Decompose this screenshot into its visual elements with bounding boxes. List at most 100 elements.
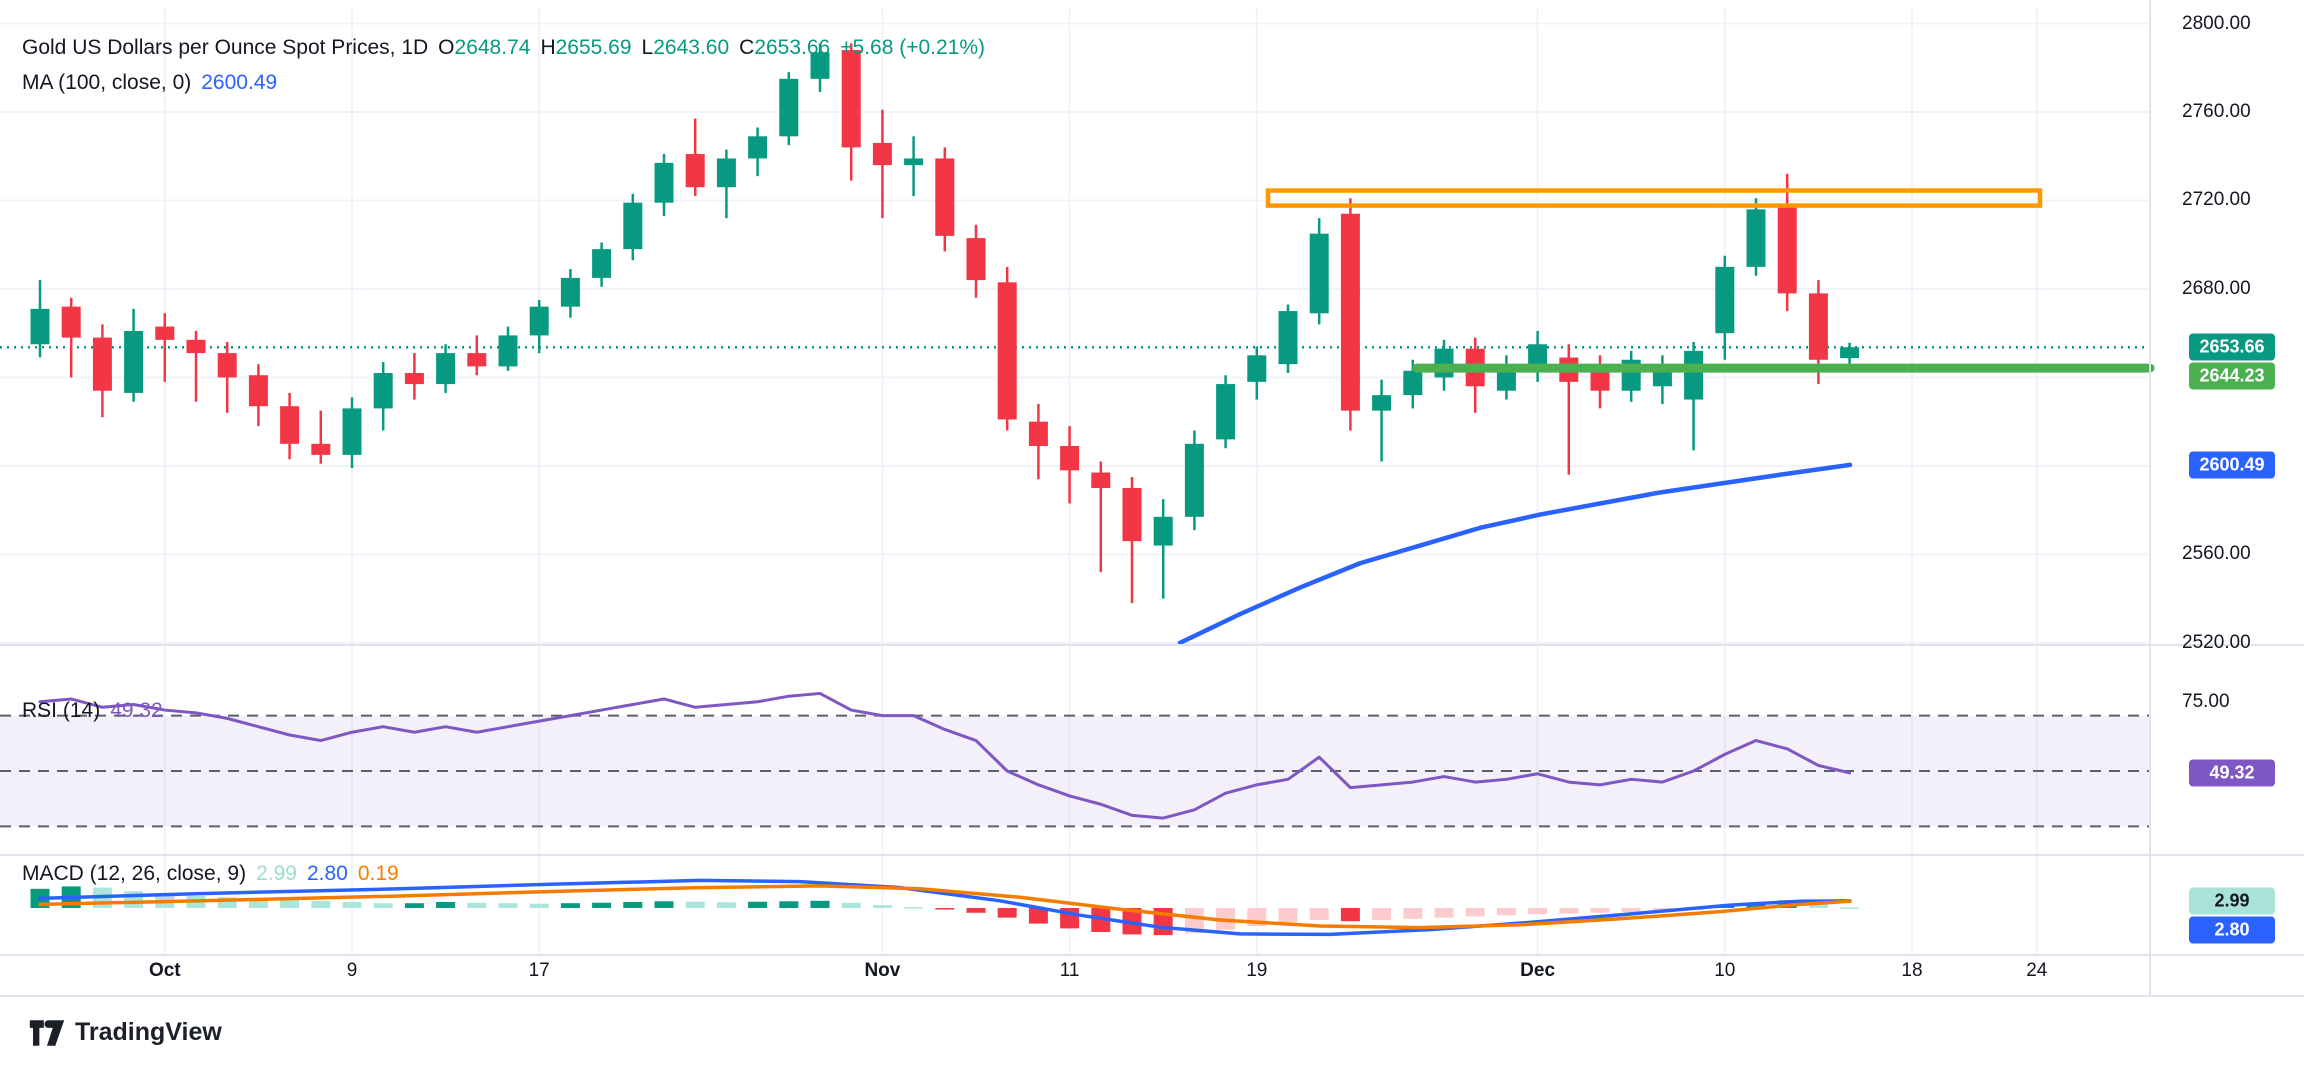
macd-histogram-bar <box>1122 908 1142 935</box>
macd-histogram-bar <box>997 908 1017 918</box>
rsi-legend[interactable]: RSI (14) 49.32 <box>22 699 163 723</box>
price-axis-tick: 2760.00 <box>2182 101 2251 122</box>
candle <box>1278 311 1298 365</box>
macd-signal-line <box>38 884 1852 930</box>
macd-histogram-bar <box>1372 908 1392 920</box>
candle <box>61 306 81 338</box>
candle <box>92 337 112 391</box>
candle <box>1372 395 1392 411</box>
macd-signal-value: 2.80 <box>306 862 348 885</box>
candle <box>1746 209 1766 267</box>
time-axis-label: 9 <box>346 960 358 981</box>
ohlc-low: L 2643.60 <box>641 36 730 59</box>
symbol-title: Gold US Dollars per Ounce Spot Prices, 1… <box>22 36 429 59</box>
ma-legend[interactable]: MA (100, close, 0) 2600.49 <box>22 71 277 95</box>
candle <box>1777 207 1797 294</box>
macd-histogram-bar <box>311 900 331 908</box>
candle <box>467 353 487 367</box>
candle <box>529 306 549 336</box>
candle <box>810 52 830 79</box>
macd-histogram-bar <box>1590 908 1610 913</box>
candle <box>748 136 768 159</box>
candle <box>872 142 892 166</box>
candle <box>217 353 237 378</box>
macd-histogram-bar <box>342 902 362 908</box>
macd-histogram-bar <box>1840 907 1860 910</box>
candle <box>1528 344 1548 369</box>
macd-histogram-bar <box>436 902 456 908</box>
candle <box>997 282 1017 420</box>
ma-legend-label: MA (100, close, 0) <box>22 71 192 94</box>
candle <box>311 443 331 455</box>
candle <box>1340 213 1360 411</box>
candle <box>280 406 300 444</box>
macd-histogram-bar <box>654 901 674 908</box>
time-axis-label: Nov <box>864 960 901 981</box>
time-axis-label: 24 <box>2026 960 2048 981</box>
candle <box>498 335 518 367</box>
macd-histogram-bar <box>1278 908 1298 923</box>
candle <box>654 162 674 203</box>
price-axis-tick: 2560.00 <box>2182 543 2251 565</box>
ohlc-close: C 2653.66 <box>739 36 831 59</box>
candle <box>404 373 424 385</box>
time-axis-label: 18 <box>1901 960 1923 981</box>
price-axis-badge: 2644.23 <box>2189 362 2275 390</box>
macd-legend[interactable]: MACD (12, 26, close, 9) 2.99 2.80 0.19 <box>22 862 399 886</box>
candle <box>1715 266 1735 334</box>
candle <box>685 154 705 188</box>
macd-legend-label: MACD (12, 26, close, 9) <box>22 862 247 885</box>
price-axis-tick: 2680.00 <box>2182 277 2251 299</box>
candle <box>1590 368 1610 391</box>
candle <box>1808 293 1828 360</box>
candle <box>716 158 736 188</box>
rsi-legend-value: 49.32 <box>110 699 163 722</box>
price-axis-badge: 2653.66 <box>2189 333 2275 361</box>
macd-value: 2.99 <box>256 862 297 885</box>
symbol-legend[interactable]: Gold US Dollars per Ounce Spot Prices, 1… <box>22 36 985 60</box>
macd-histogram-bar <box>1621 908 1641 913</box>
macd-histogram-bar <box>1403 908 1423 919</box>
candle <box>904 158 924 166</box>
candle <box>1060 446 1080 471</box>
price-axis-tick: 2800.00 <box>2182 12 2251 34</box>
time-axis-label: 19 <box>1246 960 1268 981</box>
candle <box>1434 348 1454 378</box>
macd-histogram-bar <box>1528 908 1548 915</box>
candle <box>373 373 393 409</box>
candle <box>155 326 175 340</box>
tradingview-logo-icon <box>29 1019 65 1046</box>
price-axis-badge: 49.32 <box>2189 759 2275 787</box>
candle <box>436 353 456 385</box>
time-axis-label: 10 <box>1714 960 1736 981</box>
macd-hist-value: 0.19 <box>357 862 399 885</box>
price-axis-badge: 2600.49 <box>2189 451 2275 479</box>
macd-histogram-bar <box>1434 908 1454 918</box>
time-axis-label: Oct <box>148 960 181 981</box>
macd-histogram-bar <box>623 902 643 908</box>
candle <box>124 330 144 393</box>
price-axis-tick: 2720.00 <box>2182 189 2251 211</box>
tradingview-logo[interactable]: TradingView <box>28 1018 222 1047</box>
resistance-box[interactable] <box>1265 188 2043 208</box>
macd-histogram-bar <box>841 902 861 908</box>
candle <box>1184 443 1204 517</box>
rsi-legend-label: RSI (14) <box>22 699 101 722</box>
ohlc-open: O 2648.74 <box>438 36 531 59</box>
macd-histogram-bar <box>467 902 487 908</box>
candle <box>1840 347 1860 359</box>
macd-histogram-bar <box>966 908 986 913</box>
macd-histogram-bar <box>1496 908 1516 916</box>
macd-histogram-bar <box>748 901 768 908</box>
price-axis-badge: 2.80 <box>2189 916 2275 944</box>
macd-histogram-bar <box>779 901 799 908</box>
candle <box>248 375 268 407</box>
macd-histogram-bar <box>872 905 892 908</box>
macd-histogram-bar <box>1340 908 1360 922</box>
price-axis-tick: 2520.00 <box>2182 631 2251 653</box>
candle <box>186 339 206 354</box>
macd-histogram-bar <box>217 897 237 908</box>
price-axis-badge: 2.99 <box>2189 887 2275 915</box>
